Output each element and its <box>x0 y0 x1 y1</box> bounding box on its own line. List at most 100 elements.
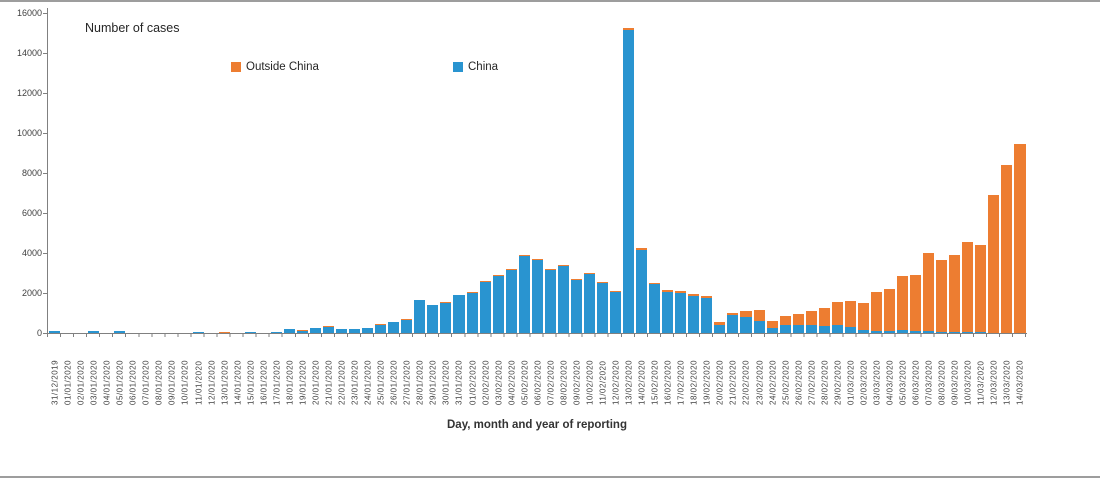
y-tick-label: 2000 <box>21 287 42 298</box>
bar-stack <box>492 13 505 333</box>
bar-stack <box>439 13 452 333</box>
bar-stack <box>152 13 165 333</box>
legend-swatch-china <box>453 62 463 72</box>
x-tick-label: 16/01/2020 <box>259 359 269 405</box>
x-tick-label: 06/03/2020 <box>911 359 921 405</box>
bar-segment-china <box>114 331 126 333</box>
bar-segment-outside-china <box>701 296 713 298</box>
bar-segment-outside-china <box>544 269 556 271</box>
bar-stack <box>870 13 883 333</box>
bar-stack <box>739 13 752 333</box>
bar-segment-outside-china <box>270 331 282 333</box>
x-tick-label: 11/01/2020 <box>194 360 204 405</box>
bar-segment-outside-china <box>492 274 504 276</box>
x-tick-label: 10/01/2020 <box>180 359 190 405</box>
bar-segment-china <box>923 331 935 333</box>
bar-stack <box>165 13 178 333</box>
bar-segment-outside-china <box>583 272 595 274</box>
x-tick-label: 02/02/2020 <box>481 359 491 405</box>
x-tick-label: 24/02/2020 <box>768 359 778 405</box>
bar-segment-outside-china <box>949 255 961 333</box>
y-tick-label: 0 <box>36 327 42 338</box>
bar-segment-china <box>505 269 517 333</box>
bar-segment-china <box>544 270 556 333</box>
bar-segment-china <box>988 332 1000 333</box>
bar-segment-china <box>662 291 674 333</box>
y-tick-label: 12000 <box>16 87 42 98</box>
x-tick-label: 12/01/2020 <box>207 359 217 405</box>
bar-stack <box>361 13 374 333</box>
bar-segment-china <box>270 332 282 333</box>
bar-stack <box>922 13 935 333</box>
bar-segment-china <box>792 325 804 333</box>
bar-segment-outside-china <box>792 314 804 326</box>
bar-segment-china <box>49 331 61 333</box>
x-tick-label: 28/02/2020 <box>820 359 830 405</box>
bar-segment-china <box>805 325 817 333</box>
bar-segment-outside-china <box>440 301 452 303</box>
x-tick-label: 02/01/2020 <box>76 359 86 405</box>
bar-segment-outside-china <box>466 292 478 293</box>
x-tick-label: 09/03/2020 <box>950 359 960 405</box>
bar-segment-outside-china <box>427 304 439 306</box>
bar-stack <box>126 13 139 333</box>
bar-segment-china <box>283 329 295 333</box>
bar-segment-outside-china <box>857 303 869 331</box>
bar-stack <box>296 13 309 333</box>
bar-segment-china <box>218 332 230 333</box>
x-tick-label: 11/03/2020 <box>976 360 986 405</box>
bar-stack <box>974 13 987 333</box>
bar-stack <box>387 13 400 333</box>
x-tick-label: 22/02/2020 <box>741 359 751 405</box>
x-tick-label: 24/01/2020 <box>363 359 373 405</box>
x-tick-label: 13/03/2020 <box>1002 359 1012 405</box>
bar-segment-china <box>623 30 635 333</box>
x-tick-label: 25/01/2020 <box>376 359 386 405</box>
bar-stack <box>935 13 948 333</box>
bar-segment-china <box>701 298 713 333</box>
bar-segment-outside-china <box>870 292 882 331</box>
bar-segment-outside-china <box>453 294 465 296</box>
bar-segment-china <box>88 331 100 333</box>
x-tick-label: 15/01/2020 <box>246 359 256 405</box>
bar-stack <box>531 13 544 333</box>
bar-segment-outside-china <box>218 331 230 333</box>
y-tick-label: 16000 <box>16 7 42 18</box>
bar-stack <box>479 13 492 333</box>
x-tick-label: 03/01/2020 <box>89 359 99 405</box>
x-tick-label: 08/02/2020 <box>559 359 569 405</box>
x-tick-label: 07/01/2020 <box>141 359 151 405</box>
x-tick-label: 01/02/2020 <box>468 359 477 405</box>
bar-segment-outside-china <box>1014 143 1026 333</box>
bar-stack <box>987 13 1000 333</box>
bar-stack <box>413 13 426 333</box>
bar-stack <box>322 13 335 333</box>
bar-stack <box>674 13 687 333</box>
bar-segment-china <box>322 327 335 333</box>
bar-stack <box>244 13 257 333</box>
bar-segment-china <box>688 295 700 333</box>
bar-stack <box>218 13 231 333</box>
bar-segment-china <box>583 273 595 333</box>
bar-stack <box>661 13 674 333</box>
bar-segment-china <box>610 292 622 333</box>
bar-stack <box>883 13 896 333</box>
bar-stack <box>518 13 531 333</box>
x-tick-label: 13/02/2020 <box>624 359 634 405</box>
x-tick-label: 23/01/2020 <box>350 359 360 405</box>
x-tick-label: 21/02/2020 <box>728 359 738 405</box>
bar-stack <box>87 13 100 333</box>
bar-stack <box>609 13 622 333</box>
bar-segment-outside-china <box>479 281 491 283</box>
bar-segment-china <box>897 330 909 333</box>
x-tick-label: 28/01/2020 <box>415 359 425 405</box>
y-tick-label: 8000 <box>21 167 42 178</box>
x-tick-label: 22/01/2020 <box>337 359 347 405</box>
bar-stack <box>948 13 961 333</box>
bar-stack <box>896 13 909 333</box>
x-tick-label: 14/02/2020 <box>637 359 647 405</box>
bar-segment-outside-china <box>505 268 517 270</box>
chart-title: Number of cases <box>85 21 180 35</box>
bar-stack <box>713 13 726 333</box>
bar-stack <box>726 13 739 333</box>
